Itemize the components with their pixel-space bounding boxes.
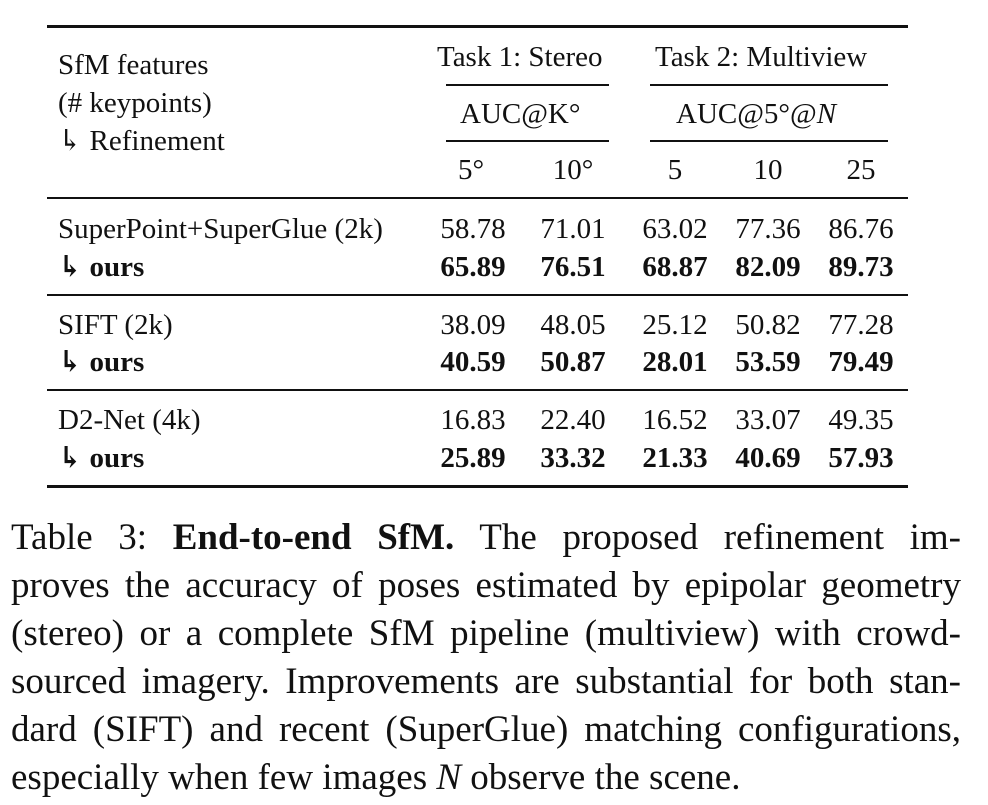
table-caption: Table 3: End-to-end SfM. The proposed re… xyxy=(11,514,961,802)
caption-line6-pre: especially when few images xyxy=(11,757,428,798)
table-cell: 33.07 xyxy=(735,404,801,436)
table-cell: 50.82 xyxy=(735,309,801,341)
table-cell-bold: 21.33 xyxy=(642,442,708,474)
header-metric2-prefix: AUC@5°@ xyxy=(676,98,817,130)
subheader-10: 10 xyxy=(753,154,783,186)
caption-label: Table 3: xyxy=(11,517,148,558)
header-bottom-rule xyxy=(47,197,908,199)
table-cell-bold: 82.09 xyxy=(735,251,801,283)
table-cell-bold: 40.59 xyxy=(440,346,506,378)
table-cell-bold: 28.01 xyxy=(642,346,708,378)
table-cell: 48.05 xyxy=(540,309,606,341)
row-name-ours: ↳ ours xyxy=(58,251,145,283)
table-cell-bold: 65.89 xyxy=(440,251,506,283)
row-name-sift: SIFT (2k) xyxy=(58,309,173,341)
table-cell-bold: 25.89 xyxy=(440,442,506,474)
table-cell-bold: 68.87 xyxy=(642,251,708,283)
table-cell-bold: 57.93 xyxy=(828,442,894,474)
caption-line-6: especially when few images N observe the… xyxy=(11,754,961,802)
task2-cmidrule xyxy=(650,84,888,86)
caption-line-5: dard (SIFT) and recent (SuperGlue) match… xyxy=(11,709,961,750)
header-metric1: AUC@K° xyxy=(460,98,581,130)
subheader-5deg: 5° xyxy=(457,154,485,186)
table-cell-bold: 50.87 xyxy=(540,346,606,378)
row-name-ours: ↳ ours xyxy=(58,442,145,474)
header-task2: Task 2: Multiview xyxy=(655,41,868,73)
table-cell: 86.76 xyxy=(828,213,894,245)
table-cell: 38.09 xyxy=(440,309,506,341)
caption-line-1: Table 3: End-to-end SfM. The proposed re… xyxy=(11,514,961,562)
header-sfm-features: SfM features xyxy=(58,49,209,81)
caption-line6-post: observe the scene. xyxy=(470,757,741,798)
header-task1: Task 1: Stereo xyxy=(437,41,603,73)
task1-cmidrule xyxy=(446,84,609,86)
table-top-rule xyxy=(47,25,908,28)
table-cell-bold: 53.59 xyxy=(735,346,801,378)
metric1-cmidrule xyxy=(446,140,609,142)
table-cell: 49.35 xyxy=(828,404,894,436)
caption-title: End-to-end SfM. xyxy=(172,517,455,558)
row-name-superpoint: SuperPoint+SuperGlue (2k) xyxy=(58,213,383,245)
table-cell: 22.40 xyxy=(540,404,606,436)
header-refinement: ↳ Refinement xyxy=(58,125,225,157)
caption-line1-rest: The proposed refinement im- xyxy=(479,517,961,558)
subheader-5: 5 xyxy=(667,154,683,186)
row-name-d2net: D2-Net (4k) xyxy=(58,404,201,436)
header-metric2-var: N xyxy=(816,98,837,130)
table-cell-bold: 79.49 xyxy=(828,346,894,378)
row-name-ours: ↳ ours xyxy=(58,346,145,378)
table-cell: 16.83 xyxy=(440,404,506,436)
subheader-25: 25 xyxy=(846,154,876,186)
table-cell: 77.36 xyxy=(735,213,801,245)
caption-line-4: sourced imagery. Improvements are substa… xyxy=(11,661,961,702)
table-cell: 71.01 xyxy=(540,213,606,245)
table-cell-bold: 76.51 xyxy=(540,251,606,283)
table-bottom-rule xyxy=(47,485,908,488)
metric2-cmidrule xyxy=(650,140,888,142)
table-cell-bold: 40.69 xyxy=(735,442,801,474)
caption-line-3: (stereo) or a complete SfM pipeline (mul… xyxy=(11,613,961,654)
group2-bottom-rule xyxy=(47,389,908,391)
table-cell: 77.28 xyxy=(828,309,894,341)
group1-bottom-rule xyxy=(47,294,908,296)
header-metric2: AUC@5°@N xyxy=(676,97,836,131)
table-cell: 25.12 xyxy=(642,309,708,341)
table-cell: 58.78 xyxy=(440,213,506,245)
header-keypoints: (# keypoints) xyxy=(58,87,212,119)
subheader-10deg: 10° xyxy=(552,154,594,186)
table-cell-bold: 33.32 xyxy=(540,442,606,474)
table-cell: 63.02 xyxy=(642,213,708,245)
caption-line-2: proves the accuracy of poses estimated b… xyxy=(11,565,961,606)
table-cell-bold: 89.73 xyxy=(828,251,894,283)
table-cell: 16.52 xyxy=(642,404,708,436)
caption-var-n: N xyxy=(436,757,462,798)
